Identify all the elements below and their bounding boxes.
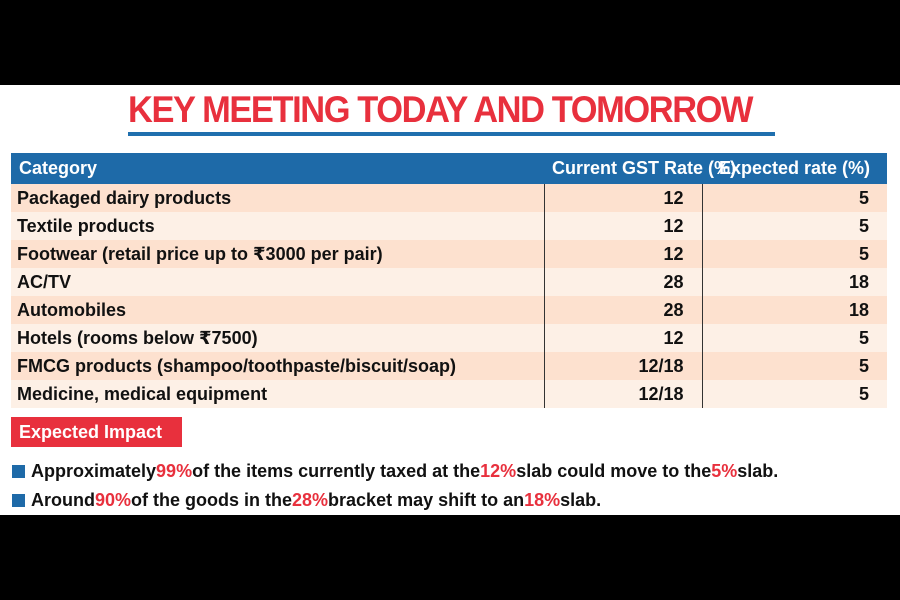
current-rate-cell: 12 <box>543 324 702 352</box>
title-underline <box>128 132 775 136</box>
expected-impact-badge: Expected Impact <box>11 417 182 447</box>
category-cell: Textile products <box>11 212 544 240</box>
table-row: Automobiles 28 18 <box>11 296 887 324</box>
bullet-text: of the goods in the <box>131 490 292 510</box>
table-row: Footwear (retail price up to ₹3000 per p… <box>11 240 887 268</box>
expected-rate-cell: 5 <box>701 324 887 352</box>
table-header-row: Category Current GST Rate (%) Expected r… <box>11 153 887 184</box>
blue-square-icon <box>12 465 25 478</box>
title-block: KEY MEETING TODAY AND TOMORROW <box>128 87 775 137</box>
table-row: AC/TV 28 18 <box>11 268 887 296</box>
bullet-text: Approximately <box>31 461 157 481</box>
bullet-text: bracket may shift to an <box>328 490 525 510</box>
current-rate-cell: 12 <box>543 240 702 268</box>
category-cell: Automobiles <box>11 296 544 324</box>
column-header-category: Category <box>11 153 544 184</box>
expected-rate-cell: 5 <box>701 352 887 380</box>
expected-rate-cell: 18 <box>701 296 887 324</box>
page-title: KEY MEETING TODAY AND TOMORROW <box>128 89 754 130</box>
category-cell: AC/TV <box>11 268 544 296</box>
table-row: Packaged dairy products 12 5 <box>11 184 887 212</box>
expected-rate-cell: 5 <box>701 212 887 240</box>
bullet-text: slab. <box>737 461 779 481</box>
highlight-value: 28% <box>292 490 329 510</box>
bullet-text: of the items currently taxed at the <box>192 461 481 481</box>
impact-bullet-list: Approximately 99% of the items currently… <box>12 457 892 515</box>
current-rate-cell: 28 <box>543 296 702 324</box>
expected-rate-cell: 5 <box>701 240 887 268</box>
category-cell: FMCG products (shampoo/toothpaste/biscui… <box>11 352 544 380</box>
column-header-expected-rate: Expected rate (%) <box>702 153 887 184</box>
bullet-text: Around <box>31 490 95 510</box>
category-cell: Hotels (rooms below ₹7500) <box>11 324 544 352</box>
bullet-text: slab. <box>560 490 602 510</box>
highlight-value: 90% <box>94 490 132 510</box>
blue-square-icon <box>12 494 25 507</box>
gst-rate-table: Category Current GST Rate (%) Expected r… <box>11 153 887 408</box>
current-rate-cell: 12/18 <box>543 380 702 408</box>
current-rate-cell: 12/18 <box>543 352 702 380</box>
bullet-text: slab could move to the <box>516 461 712 481</box>
highlight-value: 99% <box>156 461 193 481</box>
expected-rate-cell: 5 <box>701 184 887 212</box>
column-header-current-rate: Current GST Rate (%) <box>544 153 736 184</box>
table-row: FMCG products (shampoo/toothpaste/biscui… <box>11 352 887 380</box>
category-cell: Footwear (retail price up to ₹3000 per p… <box>11 240 544 268</box>
table-row: Textile products 12 5 <box>11 212 887 240</box>
category-cell: Packaged dairy products <box>11 184 544 212</box>
expected-rate-cell: 5 <box>701 380 887 408</box>
current-rate-cell: 12 <box>543 212 702 240</box>
infographic: KEY MEETING TODAY AND TOMORROW Category … <box>0 85 900 515</box>
current-rate-cell: 12 <box>543 184 702 212</box>
highlight-value: 12% <box>480 461 517 481</box>
highlight-value: 5% <box>711 461 738 481</box>
highlight-value: 18% <box>524 490 561 510</box>
category-cell: Medicine, medical equipment <box>11 380 544 408</box>
current-rate-cell: 28 <box>543 268 702 296</box>
list-item: Around 90% of the goods in the 28% brack… <box>12 486 892 515</box>
table-row: Medicine, medical equipment 12/18 5 <box>11 380 887 408</box>
expected-rate-cell: 18 <box>701 268 887 296</box>
table-row: Hotels (rooms below ₹7500) 12 5 <box>11 324 887 352</box>
list-item: Approximately 99% of the items currently… <box>12 457 892 486</box>
